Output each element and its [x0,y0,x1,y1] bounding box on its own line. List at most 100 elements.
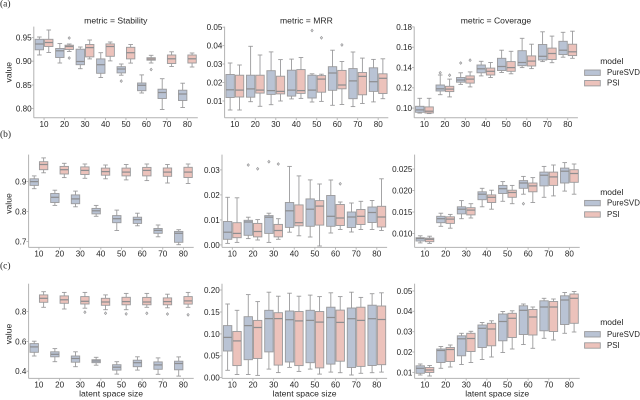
svg-text:0.03: 0.03 [204,166,220,175]
svg-text:50: 50 [503,381,513,390]
svg-text:40: 40 [481,120,491,129]
svg-text:latent space size: latent space size [273,389,337,399]
svg-text:60: 60 [331,250,341,259]
svg-text:0.02: 0.02 [207,78,223,87]
svg-text:latent space size: latent space size [79,389,143,399]
svg-text:80: 80 [563,120,573,129]
svg-text:0.02: 0.02 [204,191,220,200]
svg-text:50: 50 [312,120,322,129]
svg-text:0.7: 0.7 [15,238,27,247]
svg-text:model: model [600,56,623,66]
svg-text:0.03: 0.03 [397,328,413,337]
svg-text:70: 70 [353,120,363,129]
svg-text:0.15: 0.15 [204,308,220,317]
svg-text:70: 70 [352,381,362,390]
svg-text:50: 50 [310,381,320,390]
svg-text:60: 60 [142,120,152,129]
svg-text:0.80: 0.80 [16,104,32,113]
svg-text:0.04: 0.04 [207,42,223,51]
svg-text:80: 80 [179,381,189,390]
svg-text:70: 70 [158,381,168,390]
svg-text:50: 50 [503,250,513,259]
svg-text:50: 50 [502,120,512,129]
svg-text:10: 10 [34,250,44,259]
svg-text:latent space size: latent space size [465,389,529,399]
svg-text:80: 80 [183,120,193,129]
svg-text:60: 60 [138,381,148,390]
svg-text:70: 70 [543,120,553,129]
svg-text:PSI: PSI [607,79,620,88]
svg-text:0.9: 0.9 [15,178,27,187]
svg-text:40: 40 [96,250,106,259]
svg-text:metric = MRR: metric = MRR [280,16,333,26]
svg-text:0.90: 0.90 [16,57,32,66]
svg-text:10: 10 [228,250,238,259]
svg-text:metric = Coverage: metric = Coverage [461,16,532,26]
svg-text:value: value [4,324,14,345]
svg-text:20: 20 [60,120,70,129]
svg-text:0.00: 0.00 [204,241,220,250]
svg-text:0.4: 0.4 [15,367,27,376]
svg-text:(b): (b) [0,129,11,140]
svg-text:30: 30 [271,120,281,129]
svg-text:30: 30 [80,120,90,129]
svg-text:0.20: 0.20 [204,286,220,295]
svg-text:0.12: 0.12 [396,84,412,93]
svg-text:10: 10 [39,120,49,129]
svg-text:0.04: 0.04 [397,307,413,316]
svg-text:0.16: 0.16 [396,43,412,52]
svg-text:value: value [4,193,14,214]
svg-text:80: 80 [179,250,189,259]
svg-text:40: 40 [96,381,106,390]
svg-text:30: 30 [76,250,86,259]
svg-text:20: 20 [55,250,65,259]
svg-text:10: 10 [420,120,430,129]
svg-text:value: value [4,62,14,83]
svg-text:30: 30 [76,381,86,390]
svg-text:0.01: 0.01 [207,97,223,106]
svg-text:30: 30 [462,381,472,390]
svg-text:(a): (a) [0,0,11,10]
svg-text:0.010: 0.010 [392,229,413,238]
svg-text:0.03: 0.03 [207,60,223,69]
svg-text:0.6: 0.6 [15,337,27,346]
svg-text:0.10: 0.10 [204,330,220,339]
svg-text:PureSVD: PureSVD [607,199,640,208]
svg-text:40: 40 [482,250,492,259]
svg-text:metric = Stability: metric = Stability [84,16,148,26]
svg-text:0.05: 0.05 [207,23,223,32]
svg-text:30: 30 [462,250,472,259]
svg-text:60: 60 [331,381,341,390]
svg-text:40: 40 [292,120,302,129]
svg-text:0.00: 0.00 [204,374,220,383]
svg-text:60: 60 [138,250,148,259]
svg-text:40: 40 [101,120,111,129]
svg-text:80: 80 [372,250,382,259]
svg-text:PureSVD: PureSVD [607,68,640,77]
svg-text:0.01: 0.01 [204,216,220,225]
svg-text:PSI: PSI [607,341,620,350]
svg-text:60: 60 [522,120,532,129]
svg-text:10: 10 [420,250,430,259]
svg-text:70: 70 [544,381,554,390]
svg-text:0.8: 0.8 [15,208,27,217]
svg-text:30: 30 [269,250,279,259]
svg-text:50: 50 [121,120,131,129]
svg-text:model: model [600,187,623,197]
svg-text:0.18: 0.18 [396,23,412,32]
svg-text:0.05: 0.05 [204,352,220,361]
svg-text:0.01: 0.01 [397,368,413,377]
svg-text:model: model [600,317,623,327]
svg-text:40: 40 [482,381,492,390]
svg-text:20: 20 [55,381,65,390]
svg-text:10: 10 [228,381,238,390]
svg-text:60: 60 [524,381,534,390]
svg-text:40: 40 [290,250,300,259]
svg-text:20: 20 [248,250,258,259]
svg-text:70: 70 [158,250,168,259]
svg-text:20: 20 [441,250,451,259]
svg-text:80: 80 [565,250,575,259]
svg-text:PSI: PSI [607,210,620,219]
svg-text:20: 20 [248,381,258,390]
svg-text:80: 80 [374,120,384,129]
